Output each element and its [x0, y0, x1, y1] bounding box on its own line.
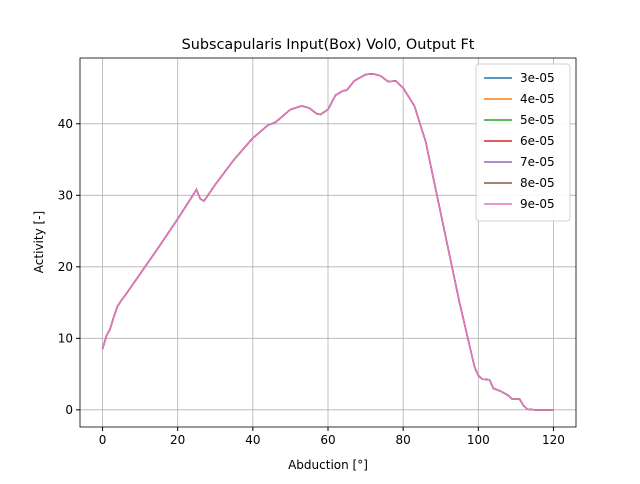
- x-tick-label: 80: [396, 433, 411, 447]
- chart-title: Subscapularis Input(Box) Vol0, Output Ft: [182, 37, 475, 53]
- x-axis-label: Abduction [°]: [288, 458, 368, 472]
- legend-box: [475, 63, 571, 222]
- x-tick-label: 100: [467, 433, 490, 447]
- plot-frame: [79, 57, 577, 428]
- line-series: [101, 72, 554, 411]
- y-tick-label: 30: [58, 188, 73, 202]
- x-tick-label: 40: [245, 433, 260, 447]
- legend-label: 8e-05: [520, 176, 555, 190]
- legend-label: 4e-05: [520, 92, 555, 106]
- x-tick-label: 20: [170, 433, 185, 447]
- legend-label: 7e-05: [520, 155, 555, 169]
- x-tick-label: 0: [99, 433, 107, 447]
- legend-label: 9e-05: [520, 197, 555, 211]
- y-tick-label: 20: [58, 260, 73, 274]
- legend-label: 5e-05: [520, 113, 555, 127]
- y-tick-label: 10: [58, 331, 73, 345]
- legend-label: 3e-05: [520, 71, 555, 85]
- x-tick-label: 120: [542, 433, 565, 447]
- x-tick-label: 60: [320, 433, 335, 447]
- y-axis-label: Activity [-]: [32, 211, 46, 273]
- y-tick-label: 0: [65, 403, 73, 417]
- y-tick-label: 40: [58, 117, 73, 131]
- legend-label: 6e-05: [520, 134, 555, 148]
